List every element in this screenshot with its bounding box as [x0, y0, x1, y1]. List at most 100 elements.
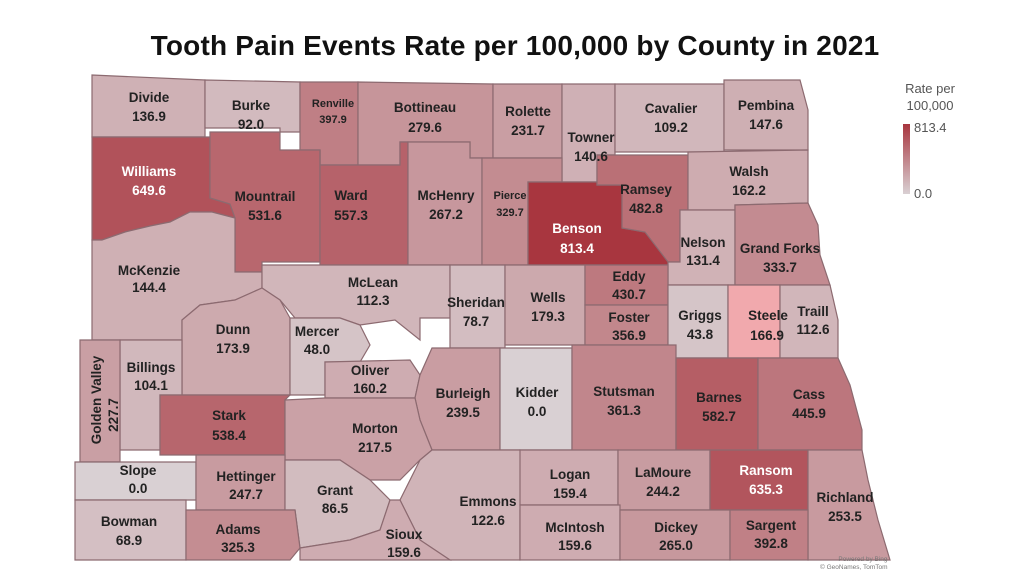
county-label-kidder: Kidder [516, 385, 560, 400]
county-stark[interactable] [159, 394, 292, 456]
county-value-mchenry: 267.2 [429, 207, 463, 222]
county-value-morton: 217.5 [358, 440, 392, 455]
county-value-pembina: 147.6 [749, 117, 783, 132]
county-value-emmons: 122.6 [471, 513, 505, 528]
legend-min-value: 0.0 [914, 186, 933, 201]
county-label-barnes: Barnes [696, 390, 742, 405]
county-value-wells: 179.3 [531, 309, 565, 324]
county-value-pierce: 329.7 [496, 207, 524, 219]
county-value-mercer: 48.0 [304, 342, 330, 357]
county-label-stark: Stark [212, 408, 246, 423]
county-value-foster: 356.9 [612, 328, 646, 343]
county-label-bottineau: Bottineau [394, 100, 456, 115]
county-value-hettinger: 247.7 [229, 487, 263, 502]
county-wells[interactable] [504, 264, 586, 346]
county-label-grant: Grant [317, 483, 354, 498]
county-label-bowman: Bowman [101, 514, 157, 529]
county-label-steele: Steele [748, 308, 788, 323]
county-label-stutsman: Stutsman [593, 384, 655, 399]
county-traill[interactable] [779, 284, 839, 359]
county-value-burleigh: 239.5 [446, 405, 480, 420]
county-value-dickey: 265.0 [659, 538, 693, 553]
county-label-mcintosh: McIntosh [545, 520, 604, 535]
county-value-cass: 445.9 [792, 406, 826, 421]
county-stutsman[interactable] [571, 344, 677, 459]
county-label-ward: Ward [334, 188, 367, 203]
county-label-sheridan: Sheridan [447, 295, 505, 310]
county-value-logan: 159.4 [553, 486, 587, 501]
county-value-stark: 538.4 [212, 428, 246, 443]
county-lamoure[interactable] [617, 449, 711, 511]
county-value-williams: 649.6 [132, 183, 166, 198]
county-value-barnes: 582.7 [702, 409, 736, 424]
county-value-griggs: 43.8 [687, 327, 714, 342]
county-adams[interactable] [185, 509, 301, 561]
county-value-mcintosh: 159.6 [558, 538, 592, 553]
county-value-divide: 136.9 [132, 109, 166, 124]
county-rolette[interactable] [492, 83, 563, 159]
county-label-traill: Traill [797, 304, 829, 319]
county-value-eddy: 430.7 [612, 287, 646, 302]
legend-title-line1: Rate per [905, 81, 955, 96]
map-title: Tooth Pain Events Rate per 100,000 by Co… [150, 30, 880, 61]
county-value-mountrail: 531.6 [248, 208, 282, 223]
attribution-line2: © GeoNames, TomTom [820, 564, 888, 571]
county-value-sheridan: 78.7 [463, 314, 489, 329]
county-label-logan: Logan [550, 467, 591, 482]
county-sargent[interactable] [729, 509, 809, 561]
county-value-benson: 813.4 [560, 241, 594, 256]
county-value-lamoure: 244.2 [646, 484, 680, 499]
county-label-sargent: Sargent [746, 518, 797, 533]
county-label-mountrail: Mountrail [235, 189, 296, 204]
county-value-bottineau: 279.6 [408, 120, 442, 135]
county-label-ramsey: Ramsey [620, 182, 672, 197]
county-value-kidder: 0.0 [528, 404, 547, 419]
county-label-burke: Burke [232, 98, 271, 113]
county-value-sargent: 392.8 [754, 536, 788, 551]
county-sioux[interactable] [299, 499, 452, 561]
county-value-billings: 104.1 [134, 378, 168, 393]
county-label-golden-valley: Golden Valley [89, 355, 104, 444]
county-divide[interactable] [91, 74, 206, 138]
county-label-morton: Morton [352, 421, 398, 436]
county-label-emmons: Emmons [459, 494, 516, 509]
counties-layer [74, 74, 891, 561]
county-label-ransom: Ransom [739, 463, 792, 478]
county-value-bowman: 68.9 [116, 533, 142, 548]
county-label-walsh: Walsh [729, 164, 768, 179]
county-value-burke: 92.0 [238, 117, 264, 132]
county-walsh[interactable] [687, 149, 809, 211]
county-label-richland: Richland [816, 490, 873, 505]
county-ransom[interactable] [709, 449, 809, 511]
county-value-renville: 397.9 [319, 114, 347, 126]
labels-layer: Divide 136.9 Burke 92.0 Renville 397.9 Bottine… [89, 90, 874, 560]
county-value-walsh: 162.2 [732, 183, 766, 198]
county-cass[interactable] [757, 357, 863, 451]
county-value-oliver: 160.2 [353, 381, 387, 396]
county-value-mckenzie: 144.4 [132, 280, 166, 295]
county-label-williams: Williams [122, 164, 177, 179]
county-label-wells: Wells [530, 290, 565, 305]
county-bowman[interactable] [74, 499, 187, 561]
county-value-ward: 557.3 [334, 208, 368, 223]
county-cavalier[interactable] [614, 83, 725, 153]
attribution-line1: Powered by Bing [838, 556, 888, 563]
county-label-sioux: Sioux [386, 527, 423, 542]
county-label-towner: Towner [568, 130, 616, 145]
county-pembina[interactable] [723, 79, 809, 151]
map-attribution: Powered by Bing © GeoNames, TomTom [820, 556, 888, 572]
county-label-adams: Adams [215, 522, 260, 537]
county-label-divide: Divide [129, 90, 170, 105]
county-label-hettinger: Hettinger [216, 469, 276, 484]
county-label-oliver: Oliver [351, 363, 390, 378]
county-label-burleigh: Burleigh [436, 386, 491, 401]
county-label-cass: Cass [793, 387, 825, 402]
county-mchenry[interactable] [407, 141, 483, 266]
legend-title-line2: 100,000 [906, 98, 954, 113]
county-barnes[interactable] [675, 357, 759, 459]
county-label-mchenry: McHenry [417, 188, 475, 203]
county-label-mclean: McLean [348, 275, 398, 290]
legend-max-value: 813.4 [914, 120, 947, 135]
county-richland[interactable] [807, 449, 891, 561]
